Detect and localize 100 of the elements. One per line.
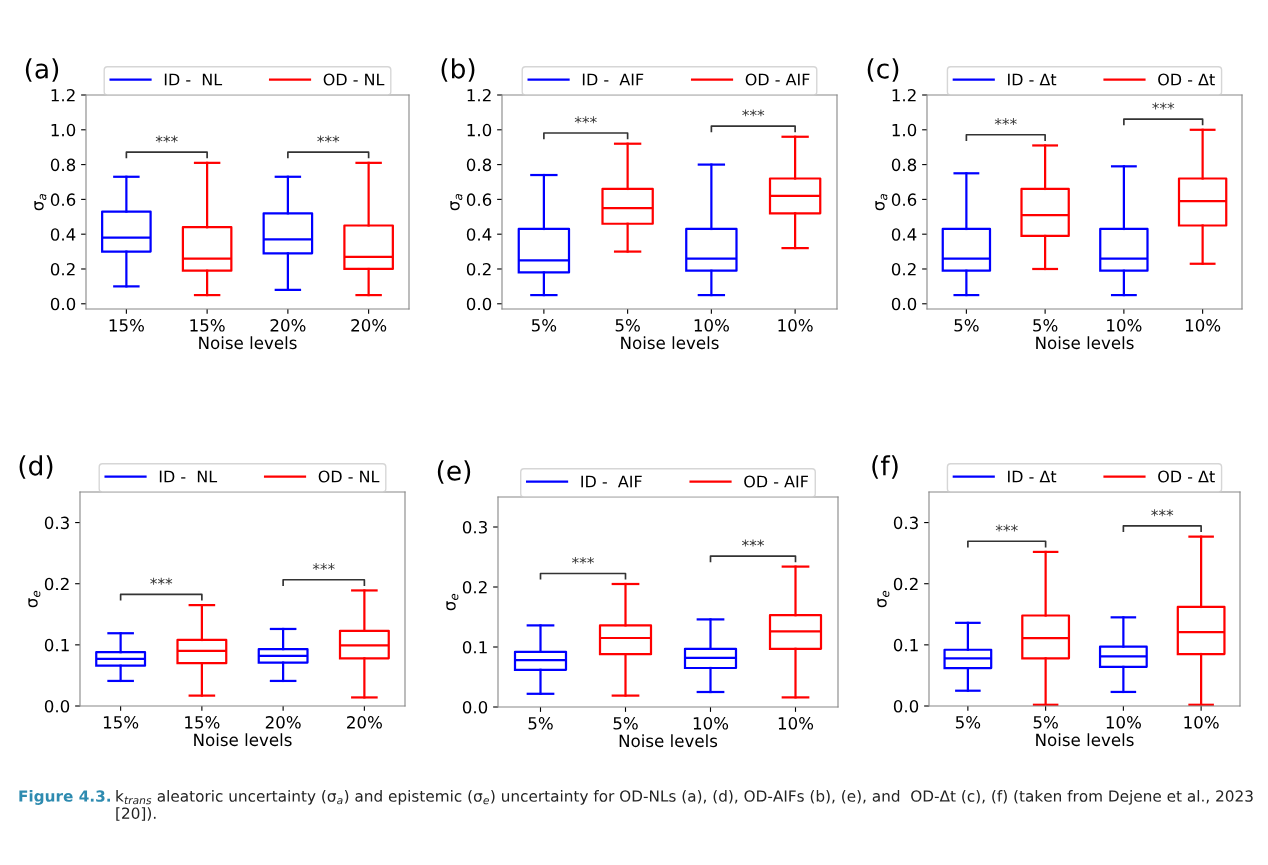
- y-axis-title: σ$_{a}$: [875, 194, 888, 211]
- x-axis-title: Noise levels: [1036, 733, 1134, 747]
- x-tick-label: 10%: [1185, 319, 1221, 332]
- chart-title: (a): [25, 58, 59, 82]
- legend-label: OD - NL: [323, 73, 385, 86]
- y-tick-label: 1.0: [51, 123, 76, 137]
- legend-label: OD - Δt: [1158, 470, 1215, 483]
- y-axis-title: σ$_{e}$: [446, 593, 459, 611]
- legend-label: ID - AIF: [582, 73, 644, 86]
- annotation: ***: [574, 116, 597, 124]
- caption: Figure 4.3.: [19, 790, 111, 805]
- annotation: ***: [572, 556, 594, 564]
- x-tick-label: 10%: [1106, 716, 1141, 729]
- y-tick-label: 0.1: [462, 640, 487, 654]
- x-axis-title: Noise levels: [619, 734, 718, 748]
- x-tick-label: 15%: [190, 319, 225, 332]
- x-tick-label: 5%: [1033, 716, 1058, 729]
- chart-title: (b): [441, 58, 475, 82]
- legend-label: ID - AIF: [581, 475, 642, 488]
- y-tick-label: 0.0: [466, 297, 492, 311]
- y-tick-label: 0.0: [893, 699, 919, 713]
- legend-label: ID - NL: [159, 470, 218, 483]
- x-tick-label: 15%: [103, 716, 139, 729]
- chart-title: (f): [872, 455, 898, 479]
- y-tick-label: 0.0: [891, 297, 917, 311]
- chart-title: (c): [867, 58, 899, 82]
- legend-label: ID - NL: [164, 73, 223, 86]
- annotation: ***: [317, 135, 340, 143]
- x-tick-label: 5%: [1033, 319, 1058, 332]
- x-tick-label: 10%: [1184, 716, 1219, 729]
- y-tick-label: 0.6: [50, 193, 76, 206]
- y-tick-label: 0.0: [50, 297, 76, 311]
- x-tick-label: 20%: [270, 319, 306, 332]
- y-tick-label: 1.2: [467, 88, 491, 102]
- y-tick-label: 0.2: [462, 580, 487, 594]
- x-tick-label: 15%: [185, 716, 220, 729]
- text: k$_{trans}$ aleatoric uncertainty (σ$_{a}$) and epistemic (σ$_{e}$) uncertainty for OD-NLs (a), (d), OD-AIFs (b), (e), and OD-Δt (c), (f) (taken from Dejene et al., 2023 [20]).: [116, 790, 1253, 821]
- annotation: ***: [742, 109, 765, 117]
- y-tick-label: 0.2: [44, 577, 69, 591]
- x-tick-label: 15%: [109, 319, 144, 332]
- y-axis-title: σ$_{e}$: [877, 590, 890, 608]
- legend-label: OD - AIF: [744, 475, 808, 488]
- x-tick-label: 5%: [954, 319, 979, 332]
- y-tick-label: 1.2: [892, 88, 916, 102]
- y-tick-label: 0.0: [44, 699, 70, 713]
- y-tick-label: 0.3: [893, 516, 918, 530]
- x-axis-title: Noise levels: [199, 336, 297, 350]
- x-tick-label: 10%: [694, 319, 729, 332]
- x-tick-label: 5%: [613, 717, 638, 730]
- y-tick-label: 0.2: [466, 262, 491, 276]
- annotation: ***: [994, 118, 1017, 126]
- y-tick-label: 0.8: [466, 158, 492, 172]
- y-tick-label: 1.0: [467, 123, 492, 137]
- y-axis-title: σ$_{a}$: [34, 194, 47, 211]
- x-tick-label: 10%: [778, 717, 814, 730]
- legend-label: ID - Δt: [1008, 73, 1057, 86]
- legend-label: OD - Δt: [1158, 73, 1215, 86]
- annotation: ***: [312, 563, 335, 571]
- y-tick-label: 0.3: [44, 516, 69, 530]
- annotation: ***: [742, 539, 764, 547]
- chart-title: (e): [437, 460, 471, 484]
- x-tick-label: 10%: [1107, 319, 1142, 332]
- annotation: ***: [150, 577, 173, 585]
- legend-label: OD - AIF: [745, 73, 810, 86]
- x-axis-title: Noise levels: [1036, 336, 1134, 350]
- y-tick-label: 0.0: [462, 700, 488, 714]
- y-axis-title: σ$_{a}$: [450, 194, 463, 211]
- y-tick-label: 0.4: [466, 228, 492, 241]
- y-tick-label: 1.0: [892, 123, 917, 137]
- x-tick-label: 5%: [528, 717, 553, 730]
- x-tick-label: 20%: [347, 716, 382, 729]
- x-tick-label: 10%: [778, 319, 813, 332]
- annotation: ***: [995, 524, 1018, 532]
- y-tick-label: 0.2: [893, 577, 918, 591]
- x-tick-label: 10%: [693, 717, 729, 730]
- y-tick-label: 0.8: [891, 158, 917, 172]
- y-tick-label: 0.6: [466, 193, 492, 206]
- x-tick-label: 20%: [351, 319, 387, 332]
- x-tick-label: 5%: [615, 319, 640, 332]
- y-axis-title: σ$_{e}$: [28, 590, 41, 608]
- y-tick-label: 0.4: [50, 228, 76, 241]
- legend-label: OD - NL: [318, 470, 380, 483]
- annotation: ***: [1152, 102, 1175, 110]
- y-tick-label: 0.3: [462, 520, 487, 534]
- y-tick-label: 0.6: [891, 193, 917, 206]
- y-tick-label: 0.4: [891, 228, 917, 241]
- x-tick-label: 5%: [531, 319, 557, 332]
- x-tick-label: 20%: [265, 716, 301, 729]
- legend-label: ID - Δt: [1008, 470, 1057, 483]
- x-tick-label: 5%: [955, 716, 981, 729]
- chart-title: (d): [19, 455, 53, 479]
- y-tick-label: 0.1: [44, 638, 69, 652]
- y-tick-label: 0.2: [891, 262, 916, 276]
- x-axis-title: Noise levels: [194, 733, 292, 747]
- x-axis-title: Noise levels: [621, 336, 719, 350]
- annotation: ***: [155, 135, 178, 143]
- y-tick-label: 0.8: [50, 158, 76, 172]
- y-tick-label: 0.1: [893, 638, 918, 652]
- y-tick-label: 0.2: [50, 262, 75, 276]
- y-tick-label: 1.2: [51, 88, 75, 102]
